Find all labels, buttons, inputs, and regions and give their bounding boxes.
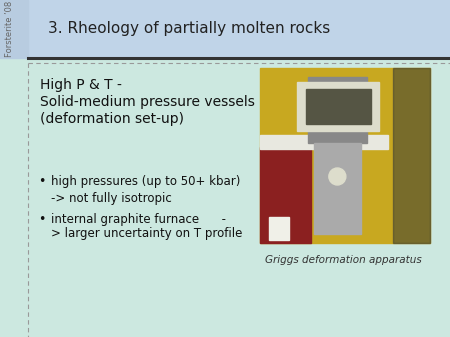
Text: Forsterite ’08: Forsterite ’08: [5, 1, 14, 57]
Bar: [392, 68, 430, 243]
Bar: [308, 77, 367, 143]
Text: Solid-medium pressure vessels: Solid-medium pressure vessels: [40, 95, 255, 109]
Text: -> not fully isotropic: -> not fully isotropic: [51, 192, 172, 205]
Text: High P & T -: High P & T -: [40, 78, 122, 92]
Bar: [297, 82, 379, 131]
Text: (deformation set-up): (deformation set-up): [40, 112, 184, 126]
Text: •: •: [38, 213, 45, 226]
Text: 3. Rheology of partially molten rocks: 3. Rheology of partially molten rocks: [48, 22, 330, 36]
Text: high pressures (up to 50+ kbar): high pressures (up to 50+ kbar): [51, 175, 240, 188]
Bar: [306, 89, 370, 124]
Bar: [0, 0, 450, 58]
Text: internal graphite furnace      -: internal graphite furnace -: [51, 213, 226, 226]
Bar: [269, 217, 289, 240]
Text: •: •: [38, 175, 45, 188]
Text: Griggs deformation apparatus: Griggs deformation apparatus: [265, 255, 422, 265]
Bar: [0, 0, 28, 58]
Text: > larger uncertainty on T profile: > larger uncertainty on T profile: [51, 227, 243, 240]
Bar: [260, 68, 430, 243]
Bar: [260, 134, 387, 149]
Bar: [314, 143, 361, 234]
Circle shape: [329, 168, 346, 185]
Bar: [260, 147, 311, 243]
Bar: [0, 58, 450, 337]
